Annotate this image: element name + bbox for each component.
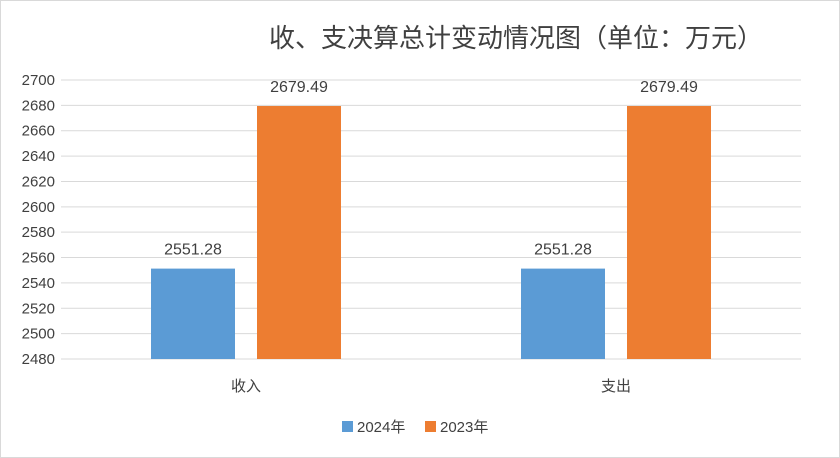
y-tick-label: 2660 [22,123,55,140]
y-tick-label: 2540 [22,275,55,292]
y-tick-label: 2640 [22,148,55,165]
y-tick-label: 2620 [22,173,55,190]
y-tick-label: 2520 [22,300,55,317]
data-label: 2679.49 [640,79,698,96]
y-tick-label: 2680 [22,97,55,114]
chart-title: 收、支决算总计变动情况图（单位：万元） [269,24,763,54]
data-label: 2551.28 [164,242,222,259]
bar-series1-income [151,268,235,359]
legend-swatch [342,421,353,432]
y-tick-label: 2580 [22,224,55,241]
legend-label: 2024年 [357,419,405,436]
data-label: 2679.49 [270,79,328,96]
bar-series1-expense [521,268,605,359]
y-tick-label: 2600 [22,199,55,216]
bar-series2-income [257,106,341,359]
y-tick-label: 2560 [22,250,55,267]
data-label: 2551.28 [534,242,592,259]
y-tick-label: 2500 [22,326,55,343]
category-label: 支出 [601,377,631,395]
legend-swatch [425,421,436,432]
bar-series2-expense [627,106,711,359]
category-label: 收入 [231,377,261,395]
y-tick-label: 2480 [22,351,55,368]
legend-label: 2023年 [440,419,488,436]
y-tick-label: 2700 [22,72,55,89]
